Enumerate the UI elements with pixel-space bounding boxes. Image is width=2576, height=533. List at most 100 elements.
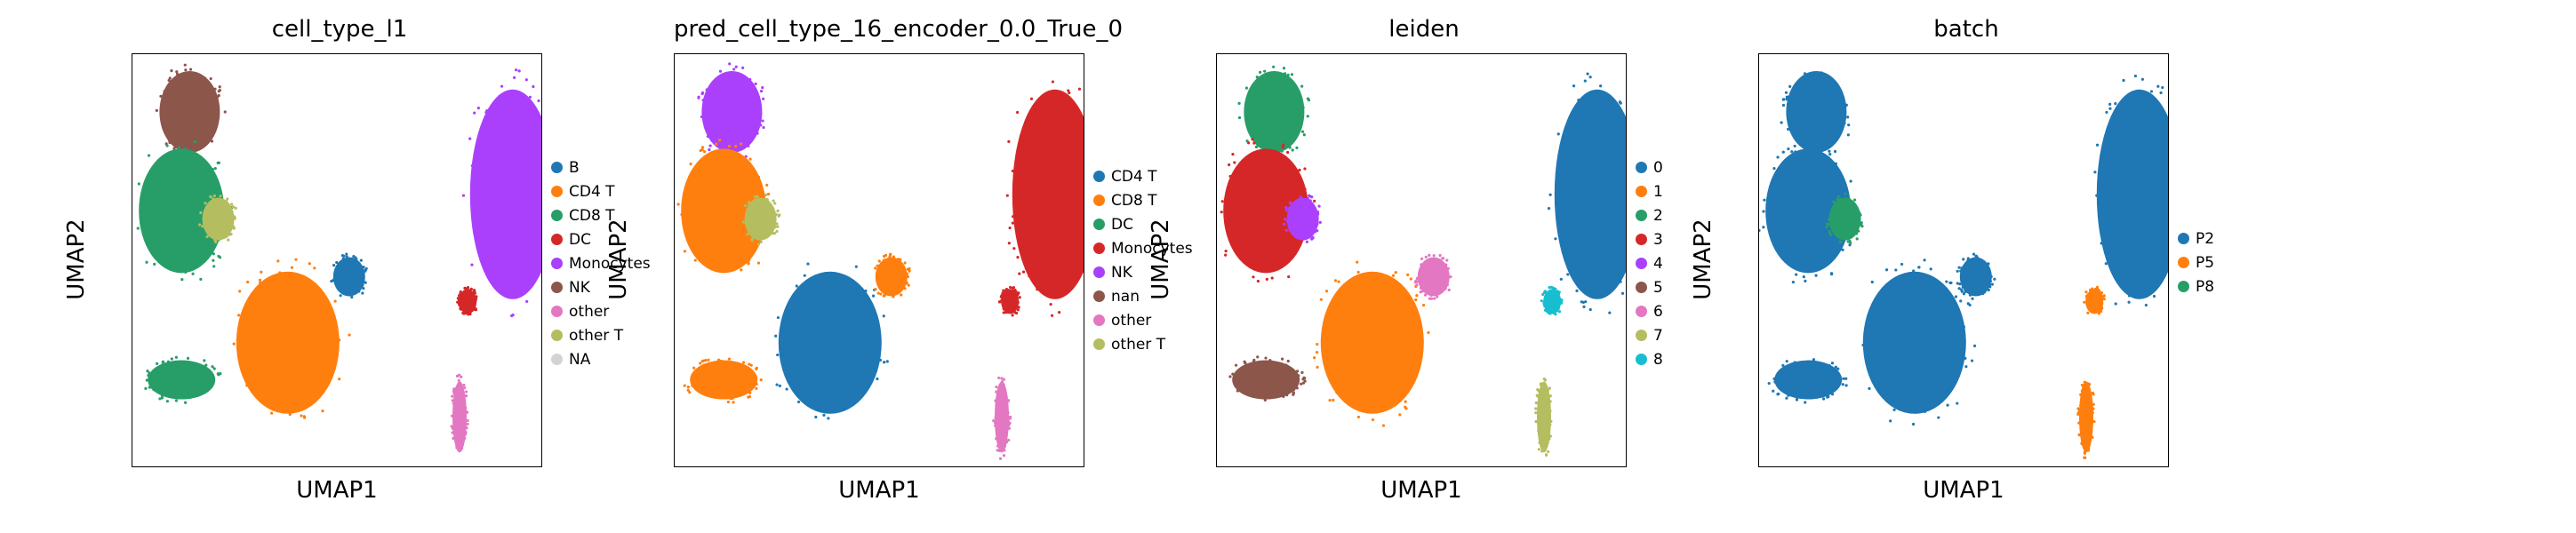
cell-point [710,139,714,142]
cluster-blob [1417,257,1450,297]
cell-point [527,99,531,103]
chart-title: batch [1933,16,1999,43]
cell-point [1415,283,1419,287]
cell-point [696,369,700,372]
cell-point [1398,413,1402,417]
cell-point [460,443,464,447]
cell-point [1772,167,1776,171]
cell-point [461,194,466,197]
cell-point [182,150,186,154]
cell-point [1586,72,1589,76]
cell-point [216,372,220,376]
cell-point [1842,377,1845,380]
cell-point [137,182,140,186]
cell-point [1542,290,1547,294]
cell-point [1827,156,1830,160]
cell-point [1295,200,1299,203]
cell-point [1284,206,1288,210]
cell-point [1774,247,1778,251]
legend-item: 0 [1636,155,1663,179]
cell-point [1785,95,1788,99]
cluster-blob [332,257,365,297]
cell-point [216,95,220,99]
cell-point [754,82,757,85]
cell-point [693,259,697,262]
cell-point [332,277,336,281]
legend-label: P5 [2196,253,2215,272]
cell-point [1798,142,1803,146]
cell-point [1838,124,1842,128]
cell-point [756,261,760,265]
cell-point [464,406,468,410]
cell-point [759,240,763,244]
cell-point [831,402,836,406]
cell-point [1833,83,1836,86]
cell-point [761,197,764,201]
cell-point [1836,134,1840,138]
cell-point [331,366,334,370]
cell-point [1000,380,1004,384]
cell-point [756,189,760,193]
cell-point [1436,295,1439,298]
cell-point [345,252,348,256]
cell-point [338,338,341,342]
cell-point [1224,249,1228,253]
cell-point [1429,293,1433,298]
cell-point [1419,282,1422,286]
cell-point [201,254,204,258]
cell-point [733,145,738,148]
cell-point [1446,275,1450,279]
cell-point [234,206,237,211]
cell-point [2077,433,2081,437]
cell-point [753,198,757,202]
cluster-blob [1286,197,1319,241]
cell-point [785,387,788,391]
cell-point [1284,155,1287,159]
cell-point [524,78,528,82]
cluster-other [992,376,1012,460]
cell-point [708,144,712,147]
cell-point [692,366,696,370]
cell-point [324,371,328,376]
cell-point [1006,288,1010,292]
cell-point [223,110,227,114]
cell-point [761,119,764,123]
cell-point [1781,150,1785,154]
cell-point [1220,211,1223,214]
cell-point [1298,240,1301,243]
cell-point [338,263,341,266]
cell-point [1003,443,1007,448]
cell-point [345,255,348,259]
cell-point [1830,393,1835,396]
cell-point [1029,97,1034,100]
cell-point [2118,110,2122,114]
cell-point [1833,149,1837,154]
cell-point [1814,274,1818,277]
cell-point [2087,383,2092,386]
cell-point [467,313,470,316]
legend-item: DC [551,227,651,251]
cell-point [727,145,732,148]
legend-label: P8 [2196,277,2215,296]
cell-point [2127,300,2131,304]
cell-point [451,394,454,398]
cluster-p5 [2083,285,2106,315]
cell-point [145,260,148,264]
cell-point [748,202,751,206]
cell-point [1534,420,1538,424]
cell-point [1544,453,1548,457]
legend-marker [1636,306,1647,317]
cell-point [876,275,879,279]
cell-point [807,282,811,286]
cell-point [1588,102,1593,106]
cell-point [1332,296,1336,299]
cell-point [1542,377,1546,381]
cell-point [876,291,880,295]
cell-point [1795,398,1799,402]
cell-point [1781,363,1785,367]
legend-label: CD4 T [1111,167,1157,186]
legend-item: B [551,155,651,179]
cell-point [1238,252,1243,256]
cell-point [1300,130,1305,133]
cluster-p2 [2093,74,2168,307]
